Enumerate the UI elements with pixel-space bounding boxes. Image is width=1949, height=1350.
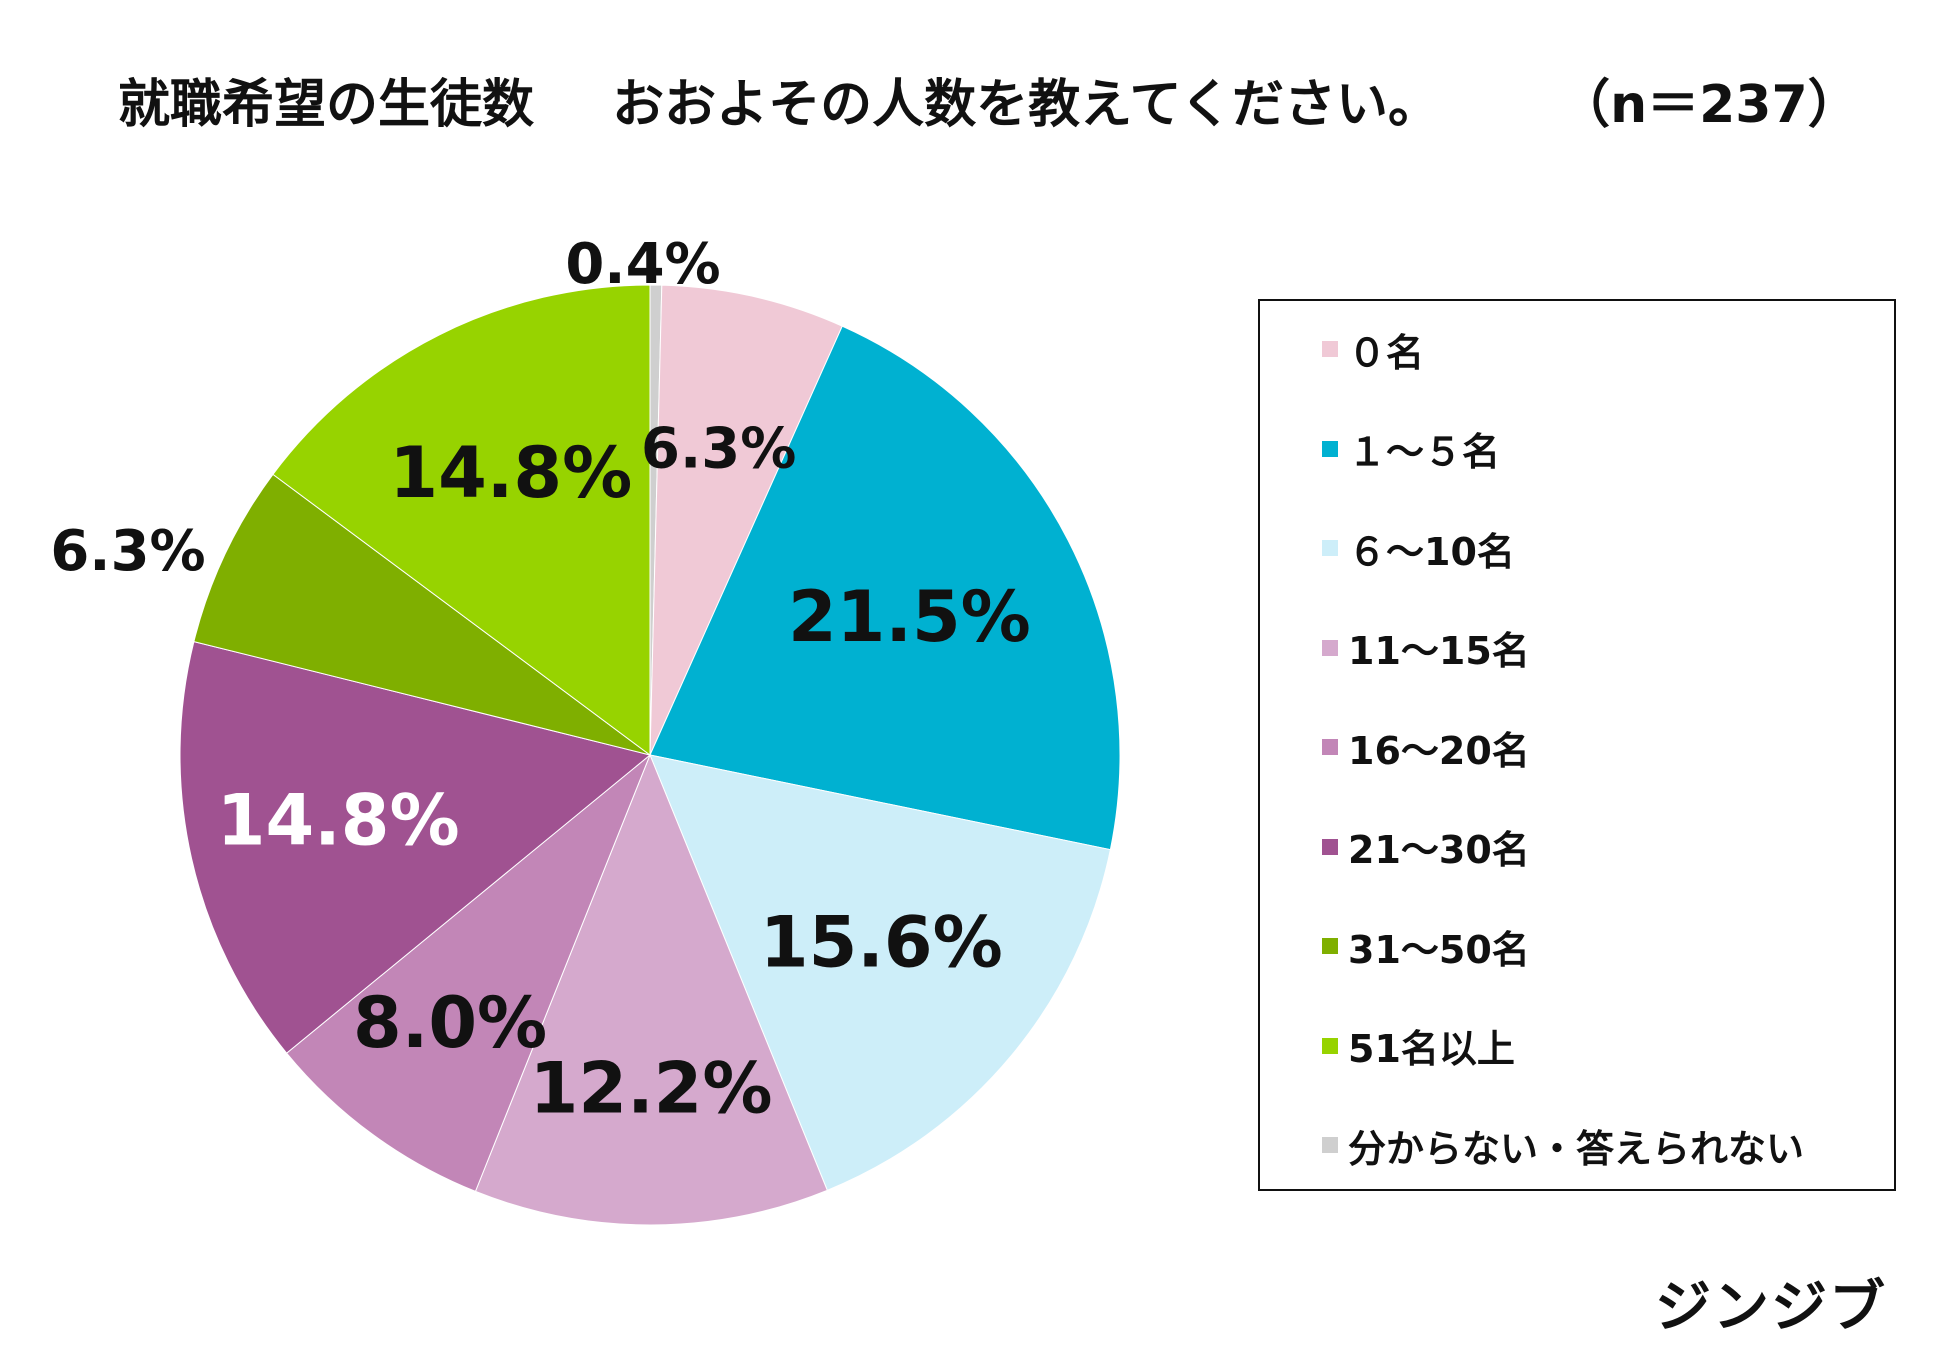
legend-item: 21～30名: [1322, 817, 1530, 877]
legend-swatch: [1322, 739, 1338, 755]
pie-slice: [649, 284, 843, 756]
legend-swatch: [1322, 1037, 1338, 1054]
sample-size: （n＝237）: [1558, 75, 1860, 135]
chart-title: 就職希望の生徒数 おおよその人数を教えてください。 （n＝237）: [118, 62, 1860, 135]
brand-logo: ジンジブ: [1655, 1275, 1887, 1340]
legend-label: ６～10名: [1348, 529, 1515, 574]
legend-item: 分からない・答えられない: [1322, 1115, 1804, 1175]
slice-value-label: 8.0%: [353, 982, 547, 1064]
legend-swatch: [1322, 639, 1338, 656]
legend-label: 31～50名: [1348, 927, 1530, 972]
legend-label: 11～15名: [1348, 629, 1530, 673]
slice-value-label: 15.6%: [760, 901, 1003, 983]
pie-slice: [649, 754, 1111, 1191]
legend-swatch: [1322, 838, 1338, 855]
legend-item: 11～15名: [1322, 618, 1530, 678]
slice-value-label: 14.8%: [389, 432, 632, 514]
slice-value-label: 6.3%: [50, 519, 205, 584]
legend-swatch: [1322, 938, 1338, 954]
legend-label: ０名: [1348, 330, 1425, 375]
legend-item: ６～10名: [1322, 518, 1515, 578]
pie-slice: [285, 754, 651, 1193]
slice-value-label: 0.4%: [565, 232, 720, 297]
legend-item: 51名以上: [1322, 1016, 1515, 1076]
legend-label: 16～20名: [1348, 728, 1530, 773]
pie-slices: [179, 284, 1121, 1226]
slice-value-label: 6.3%: [641, 417, 796, 482]
slice-value-label: 21.5%: [788, 576, 1031, 658]
slice-value-label: 12.2%: [530, 1047, 773, 1129]
legend-item: 16～20名: [1322, 717, 1530, 777]
legend-swatch: [1322, 540, 1338, 556]
legend: ０名 １～５名 ６～10名 11～15名 16～20名 21～30名 31～50名 51名以上…: [1258, 299, 1896, 1191]
pie-slice: [649, 325, 1121, 851]
legend-swatch: [1322, 341, 1338, 357]
pie-slice: [474, 753, 828, 1226]
legend-item: ０名: [1322, 319, 1424, 379]
legend-item: １～５名: [1322, 419, 1500, 479]
legend-label: 21～30名: [1348, 828, 1530, 872]
legend-swatch: [1322, 440, 1338, 457]
legend-label: １～５名: [1348, 430, 1501, 474]
pie-labels: 0.4%6.3%21.5%15.6%12.2%8.0%14.8%6.3%14.8…: [50, 232, 1030, 1129]
slice-value-label: 14.8%: [217, 779, 460, 861]
pie-slice: [179, 640, 652, 1054]
legend-swatch: [1322, 1137, 1338, 1153]
chart-question: おおよその人数を教えてください。: [612, 75, 1440, 135]
pie-slice: [193, 473, 651, 756]
pie-slice: [272, 284, 651, 756]
legend-item: 31～50名: [1322, 916, 1530, 976]
legend-label: 51名以上: [1348, 1027, 1515, 1071]
chart-title-main: 就職希望の生徒数: [118, 75, 535, 135]
legend-label: 分からない・答えられない: [1348, 1126, 1805, 1171]
